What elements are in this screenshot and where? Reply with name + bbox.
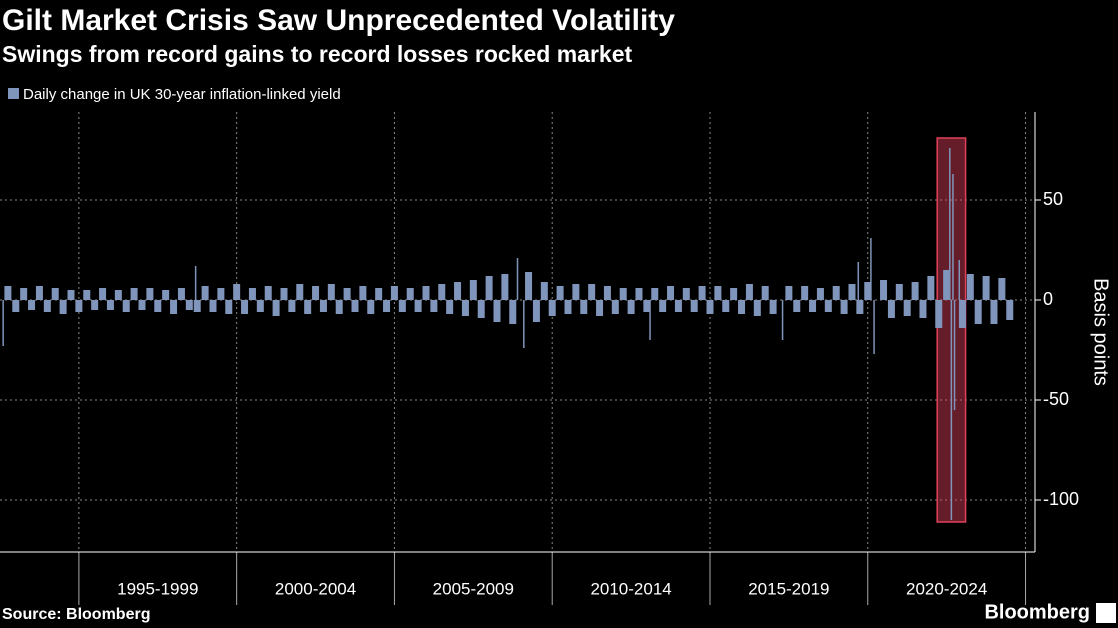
y-tick-label: -100 bbox=[1043, 489, 1079, 509]
x-tick-label: 2020-2024 bbox=[906, 579, 987, 598]
x-tick-label: 2010-2014 bbox=[590, 579, 671, 598]
x-tick-label: 2015-2019 bbox=[748, 579, 829, 598]
y-tick-label: 0 bbox=[1043, 289, 1053, 309]
x-tick-label: 1995-1999 bbox=[117, 579, 198, 598]
logo: Bloomberg bbox=[984, 601, 1090, 623]
chart-subtitle: Swings from record gains to record losse… bbox=[2, 41, 632, 67]
legend-label: Daily change in UK 30-year inflation-lin… bbox=[23, 86, 341, 103]
legend-swatch bbox=[8, 88, 19, 99]
logo-icon bbox=[1096, 603, 1116, 623]
source: Source: Bloomberg bbox=[2, 606, 150, 623]
x-tick-label: 2000-2004 bbox=[275, 579, 356, 598]
y-tick-label: -50 bbox=[1043, 389, 1069, 409]
chart-title: Gilt Market Crisis Saw Unprecedented Vol… bbox=[2, 4, 675, 37]
y-tick-label: 50 bbox=[1043, 189, 1063, 209]
y-axis-label: Basis points bbox=[1090, 278, 1112, 386]
x-tick-label: 2005-2009 bbox=[433, 579, 514, 598]
